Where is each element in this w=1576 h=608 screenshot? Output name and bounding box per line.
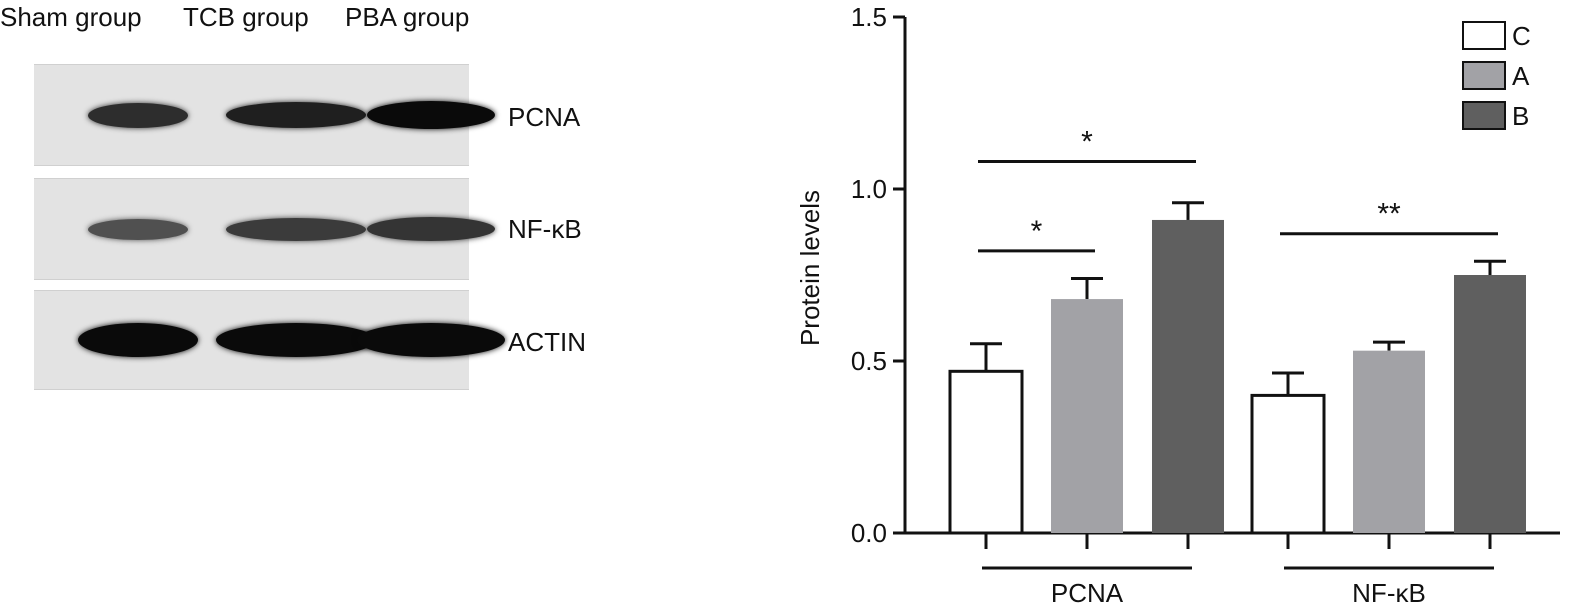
blot-band (367, 101, 495, 129)
lane-label-sham: Sham group (0, 2, 142, 32)
blot-strip-actin (34, 290, 505, 390)
blot-band (367, 217, 495, 241)
bar (948, 369, 1024, 535)
legend-swatch (1462, 101, 1506, 130)
bar (1152, 219, 1224, 533)
lane-label-pba: PBA group (345, 2, 470, 32)
blot-band (226, 102, 366, 128)
legend-label: A (1512, 61, 1530, 91)
lane-label-tcb: TCB group (183, 2, 309, 32)
bar (1353, 350, 1425, 533)
significance-marker: * (1031, 215, 1043, 248)
y-tick-label: 1.5 (851, 2, 887, 32)
blot-band (88, 218, 188, 240)
blot-strip-pcna (34, 64, 495, 166)
blot-band (78, 323, 198, 357)
significance-marker: ** (1377, 198, 1401, 231)
blot-label-pcna: PCNA (508, 102, 581, 132)
y-tick-label: 1.0 (851, 174, 887, 204)
blot-label-actin: ACTIN (508, 327, 586, 357)
bar (1250, 393, 1326, 535)
significance-marker: * (1081, 125, 1093, 158)
y-tick-label: 0.0 (851, 518, 887, 548)
blot-band (226, 217, 366, 241)
x-category-label: PCNA (1051, 578, 1124, 608)
x-category-label: NF-κB (1352, 578, 1426, 608)
bar (1051, 299, 1123, 533)
legend-label: B (1512, 101, 1529, 131)
blot-band (216, 323, 376, 357)
legend-swatch (1462, 21, 1506, 50)
y-tick-label: 0.5 (851, 346, 887, 376)
blot-band (88, 102, 188, 128)
bar (1454, 275, 1526, 533)
blot-label-nfkb: NF-κB (508, 214, 582, 244)
legend-swatch (1462, 61, 1506, 90)
y-axis-label: Protein levels (795, 190, 825, 346)
blot-band (357, 323, 505, 357)
blot-strip-nfkb (34, 178, 495, 280)
legend-label: C (1512, 21, 1531, 51)
